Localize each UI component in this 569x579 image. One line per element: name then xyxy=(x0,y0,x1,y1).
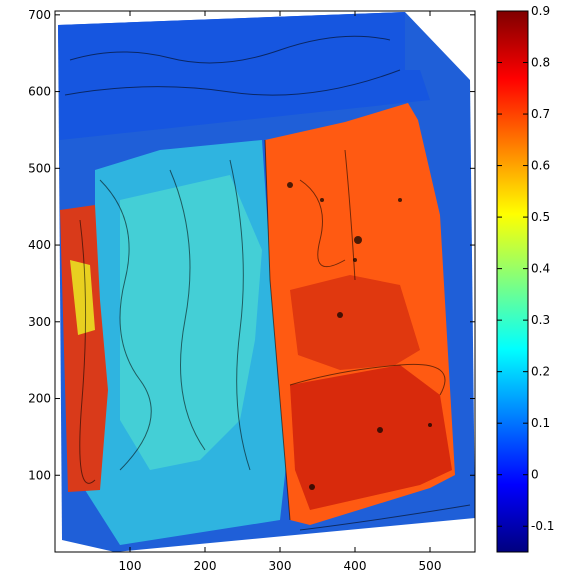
x-tick-label: 200 xyxy=(194,559,217,573)
y-tick-label: 600 xyxy=(28,85,51,99)
y-tick-label: 400 xyxy=(28,238,51,252)
region-right-red-lower xyxy=(290,365,452,510)
colorbar-tick-label: 0.3 xyxy=(531,313,550,327)
x-tick-label: 300 xyxy=(269,559,292,573)
x-tick-label: 100 xyxy=(119,559,142,573)
heatmap-surface xyxy=(58,12,475,552)
y-tick-label: 300 xyxy=(28,315,51,329)
colorbar-tick-label: 0.1 xyxy=(531,416,550,430)
plot-frame xyxy=(54,10,476,553)
x-axis: 100 200 300 400 500 xyxy=(119,11,442,573)
y-tick-label: 500 xyxy=(28,161,51,175)
colorbar-tick-label: 0.2 xyxy=(531,365,550,379)
colorbar-tick-label: 0.6 xyxy=(531,159,550,173)
region-right-red-mid xyxy=(290,275,420,370)
colorbar-tick-label: -0.1 xyxy=(531,519,554,533)
colorbar-axis: -0.1 0 0.1 0.2 0.3 0.4 0.5 0.6 0.7 0.8 0.9 xyxy=(497,4,554,533)
y-tick-label: 700 xyxy=(28,8,51,22)
colorbar-tick-label: 0.5 xyxy=(531,210,550,224)
y-tick-label: 100 xyxy=(28,468,51,482)
region-left-yellow xyxy=(70,260,95,335)
colorbar-tick-label: 0 xyxy=(531,468,539,482)
colorbar-tick-label: 0.9 xyxy=(531,4,550,18)
x-tick-label: 500 xyxy=(419,559,442,573)
colorbar xyxy=(496,10,529,553)
x-tick-label: 400 xyxy=(344,559,367,573)
colorbar-tick-label: 0.4 xyxy=(531,262,550,276)
colorbar-tick-label: 0.8 xyxy=(531,56,550,70)
region-top-blue xyxy=(58,12,430,140)
contour-lines xyxy=(64,35,471,531)
region-center-cyan-inner xyxy=(120,175,262,470)
y-tick-label: 200 xyxy=(28,392,51,406)
y-axis: 100 200 300 400 500 600 700 xyxy=(28,8,475,482)
contour-spots xyxy=(287,182,432,490)
colorbar-tick-label: 0.7 xyxy=(531,107,550,121)
